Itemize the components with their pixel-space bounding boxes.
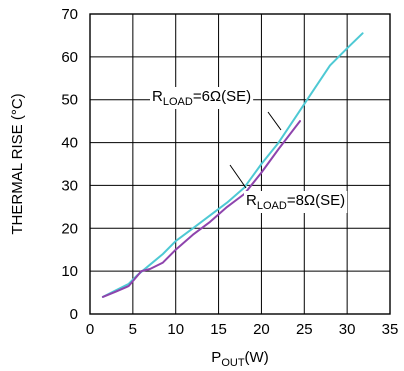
annotation-sub: LOAD bbox=[163, 96, 193, 108]
x-tick-labels: 0 5 10 15 20 25 30 35 bbox=[86, 321, 399, 338]
y-tick-labels: 0 10 20 30 40 50 60 70 bbox=[61, 6, 78, 323]
y-tick-label: 50 bbox=[61, 92, 78, 109]
x-axis-label: POUT(W) bbox=[211, 349, 268, 369]
series-line-8ohm bbox=[101, 120, 301, 298]
annotation-rest: =8Ω(SE) bbox=[287, 192, 345, 209]
annotation-background bbox=[244, 191, 348, 213]
annotation-sub: LOAD bbox=[257, 200, 287, 212]
x-tick-label: 35 bbox=[382, 321, 399, 338]
annotation-main: R bbox=[152, 88, 163, 105]
y-tick-label: 0 bbox=[70, 306, 78, 323]
x-tick-label: 15 bbox=[210, 321, 227, 338]
x-axis-label-unit: (W) bbox=[245, 349, 269, 366]
grid-lines bbox=[89, 13, 391, 315]
series-annotation-8ohm: RLOAD=8Ω(SE) bbox=[246, 192, 345, 212]
y-tick-label: 20 bbox=[61, 220, 78, 237]
annotation-background bbox=[150, 87, 254, 109]
x-tick-label: 5 bbox=[129, 321, 137, 338]
series-lines bbox=[101, 32, 364, 298]
plot-frame bbox=[89, 13, 391, 315]
x-tick-label: 30 bbox=[339, 321, 356, 338]
x-tick-label: 10 bbox=[167, 321, 184, 338]
y-axis-label: THERMAL RISE (°C) bbox=[9, 93, 26, 234]
x-axis-label-sub: OUT bbox=[221, 357, 245, 369]
x-tick-label: 20 bbox=[253, 321, 270, 338]
y-tick-label: 70 bbox=[61, 6, 78, 23]
annotation-rest: =6Ω(SE) bbox=[193, 88, 251, 105]
series-annotations: RLOAD=6Ω(SE)RLOAD=8Ω(SE) bbox=[150, 87, 348, 213]
x-axis-label-main: P bbox=[211, 349, 221, 366]
x-tick-label: 0 bbox=[86, 321, 94, 338]
annotation-leader-line bbox=[267, 111, 282, 131]
y-tick-label: 60 bbox=[61, 49, 78, 66]
x-tick-label: 25 bbox=[296, 321, 313, 338]
series-annotation-6ohm: RLOAD=6Ω(SE) bbox=[152, 88, 251, 108]
y-tick-label: 10 bbox=[61, 263, 78, 280]
y-tick-label: 40 bbox=[61, 135, 78, 152]
annotation-main: R bbox=[246, 192, 257, 209]
y-tick-label: 30 bbox=[61, 177, 78, 194]
series-line-6ohm bbox=[101, 32, 364, 298]
annotation-leader-line bbox=[229, 164, 247, 189]
